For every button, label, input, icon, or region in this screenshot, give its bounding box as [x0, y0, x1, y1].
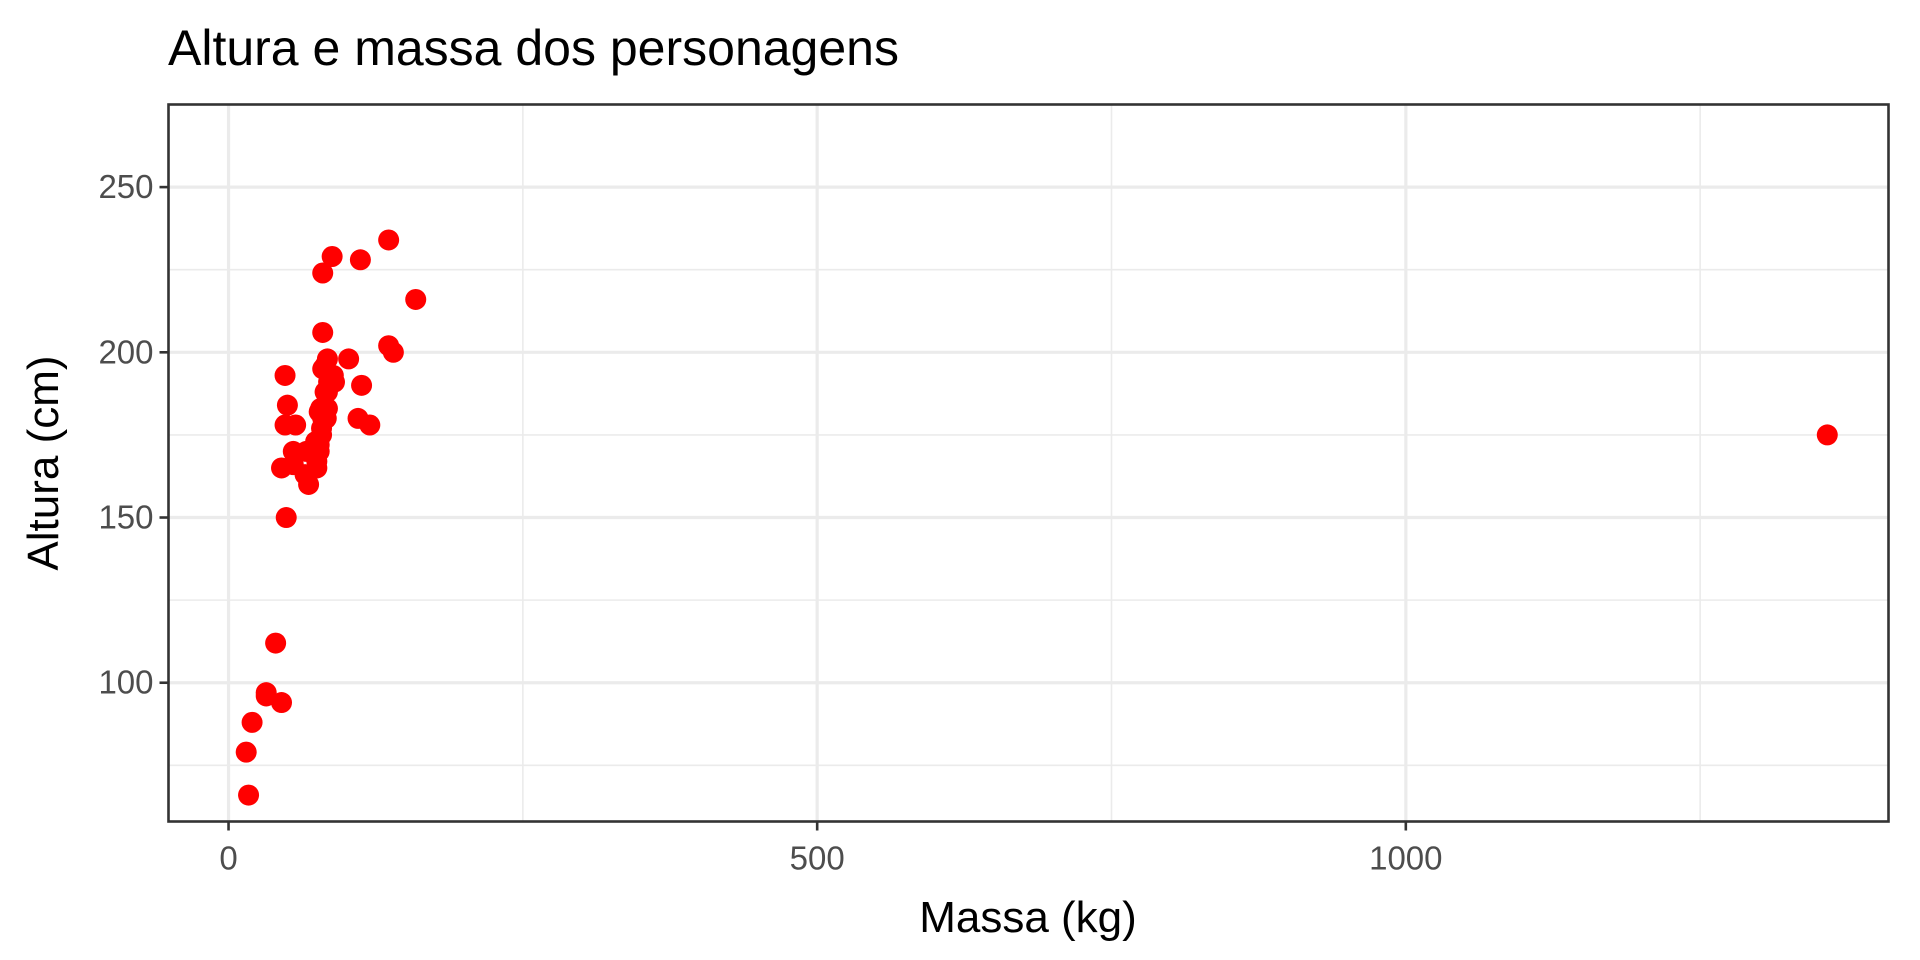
scatter-point: [311, 424, 333, 446]
y-tick-label: 150: [98, 499, 153, 536]
x-axis-title: Massa (kg): [919, 893, 1137, 942]
scatter-point: [271, 692, 293, 714]
grid-lines: [168, 104, 1889, 822]
scatter-point: [321, 245, 343, 267]
scatter-point: [382, 341, 404, 363]
y-axis-title: Altura (cm): [19, 355, 68, 570]
scatter-point: [312, 358, 334, 380]
y-tick-label: 200: [98, 333, 153, 370]
scatter-point: [274, 364, 296, 386]
scatter-point: [255, 682, 277, 704]
scatter-point: [315, 407, 337, 429]
scatter-point: [276, 394, 298, 416]
y-tick-label: 100: [98, 664, 153, 701]
scatter-point: [351, 374, 373, 396]
scatter-point: [312, 262, 334, 284]
scatter-point: [312, 321, 334, 343]
y-tick-label: 250: [98, 168, 153, 205]
chart-title: Altura e massa dos personagens: [168, 20, 899, 76]
scatter-point: [378, 229, 400, 251]
scatter-point: [241, 711, 263, 733]
scatter-point: [405, 288, 427, 310]
data-points: [235, 229, 1838, 806]
x-tick-label: 0: [219, 840, 237, 877]
scatter-point: [1816, 424, 1838, 446]
axis-ticks: 0 500 1000 100 150 200 250: [98, 168, 1442, 876]
scatter-point: [282, 454, 304, 476]
scatter-point: [274, 414, 296, 436]
plot-panel-border: [167, 103, 1890, 823]
scatter-point: [235, 741, 257, 763]
x-tick-label: 1000: [1369, 840, 1442, 877]
scatter-point: [238, 784, 260, 806]
scatter-point: [347, 407, 369, 429]
scatter-point: [338, 348, 360, 370]
scatter-point: [275, 507, 297, 529]
scatter-point: [265, 632, 287, 654]
x-tick-label: 500: [790, 840, 845, 877]
scatter-point: [349, 249, 371, 271]
